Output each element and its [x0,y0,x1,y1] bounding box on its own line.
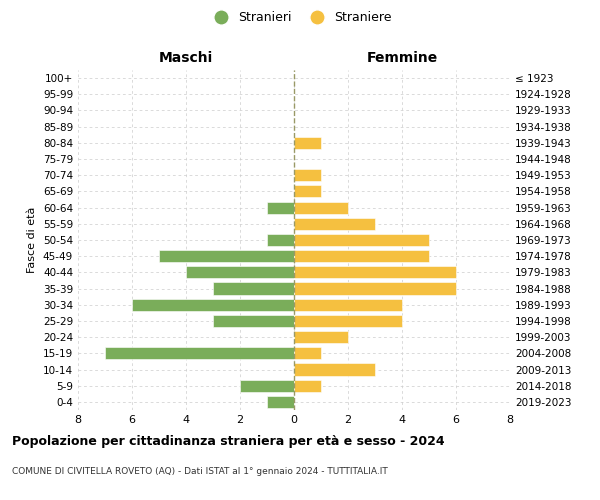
Text: Maschi: Maschi [159,51,213,65]
Legend: Stranieri, Straniere: Stranieri, Straniere [203,6,397,29]
Text: Femmine: Femmine [367,51,437,65]
Bar [267,396,294,408]
Bar [294,282,456,294]
Bar [294,186,321,198]
Bar [105,348,294,360]
Bar [132,298,294,311]
Bar [267,202,294,213]
Bar [267,234,294,246]
Text: Popolazione per cittadinanza straniera per età e sesso - 2024: Popolazione per cittadinanza straniera p… [12,435,445,448]
Bar [213,282,294,294]
Bar [294,169,321,181]
Bar [294,298,402,311]
Bar [294,380,321,392]
Text: COMUNE DI CIVITELLA ROVETO (AQ) - Dati ISTAT al 1° gennaio 2024 - TUTTITALIA.IT: COMUNE DI CIVITELLA ROVETO (AQ) - Dati I… [12,468,388,476]
Bar [294,234,429,246]
Bar [294,218,375,230]
Bar [159,250,294,262]
Bar [294,202,348,213]
Bar [294,250,429,262]
Bar [294,137,321,149]
Bar [186,266,294,278]
Bar [294,315,402,327]
Bar [294,266,456,278]
Bar [294,348,321,360]
Bar [294,331,348,343]
Y-axis label: Fasce di età: Fasce di età [28,207,37,273]
Bar [213,315,294,327]
Bar [294,364,375,376]
Bar [240,380,294,392]
